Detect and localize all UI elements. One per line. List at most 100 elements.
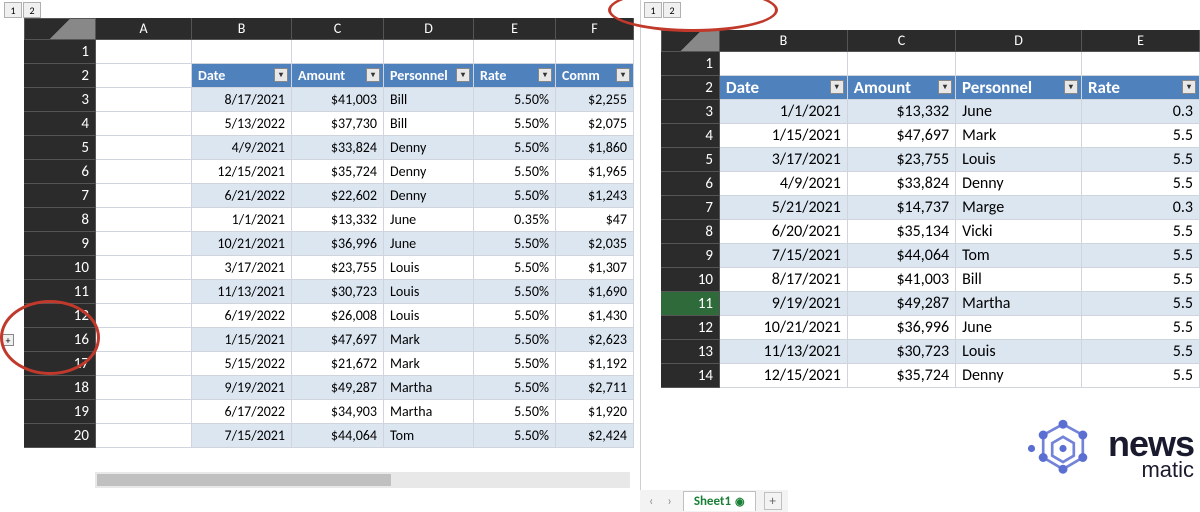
row-header[interactable]: 9 [661,244,720,268]
table-header-cell[interactable]: Rate▾ [1082,76,1200,100]
rate-cell[interactable]: 5.5 [1082,364,1200,388]
amount-cell[interactable]: $13,332 [292,208,384,232]
amount-cell[interactable]: $36,996 [848,316,956,340]
personnel-cell[interactable]: Denny [956,172,1082,196]
personnel-cell[interactable]: June [956,100,1082,124]
personnel-cell[interactable]: Denny [384,160,474,184]
empty-cell[interactable] [192,40,292,64]
amount-cell[interactable]: $44,064 [292,424,384,448]
column-header[interactable]: E [474,18,556,40]
empty-cell[interactable] [96,160,192,184]
empty-cell[interactable] [96,232,192,256]
filter-dropdown-icon[interactable]: ▾ [938,80,952,94]
empty-cell[interactable] [96,112,192,136]
filter-dropdown-icon[interactable]: ▾ [616,68,630,82]
personnel-cell[interactable]: Louis [384,256,474,280]
comm-cell[interactable]: $1,965 [556,160,634,184]
row-header[interactable]: 8 [24,208,96,232]
amount-cell[interactable]: $47,697 [292,328,384,352]
rate-cell[interactable]: 5.50% [474,376,556,400]
row-header[interactable]: 16 [24,328,96,352]
row-header[interactable]: 13 [661,340,720,364]
horizontal-scrollbar[interactable] [95,472,630,488]
column-header[interactable]: B [720,30,848,52]
rate-cell[interactable]: 5.50% [474,328,556,352]
personnel-cell[interactable]: Denny [956,364,1082,388]
empty-cell[interactable] [96,136,192,160]
column-header[interactable]: F [556,18,634,40]
row-header[interactable]: 19 [24,400,96,424]
row-header[interactable]: 1 [24,40,96,64]
date-cell[interactable]: 5/13/2022 [192,112,292,136]
empty-cell[interactable] [96,208,192,232]
outline-level-2-button[interactable]: 2 [663,2,681,18]
table-header-cell[interactable]: Personnel▾ [956,76,1082,100]
empty-cell[interactable] [848,52,956,76]
outline-level-1-button[interactable]: 1 [4,2,22,18]
amount-cell[interactable]: $33,824 [292,136,384,160]
row-header[interactable]: 12 [661,316,720,340]
rate-cell[interactable]: 5.5 [1082,124,1200,148]
date-cell[interactable]: 11/13/2021 [720,340,848,364]
empty-cell[interactable] [96,328,192,352]
empty-cell[interactable] [96,40,192,64]
date-cell[interactable]: 10/21/2021 [192,232,292,256]
row-header[interactable]: 5 [661,148,720,172]
amount-cell[interactable]: $41,003 [292,88,384,112]
rate-cell[interactable]: 0.35% [474,208,556,232]
empty-cell[interactable] [556,40,634,64]
row-header[interactable]: 4 [24,112,96,136]
filter-dropdown-icon[interactable]: ▾ [1182,80,1196,94]
date-cell[interactable]: 8/17/2021 [192,88,292,112]
comm-cell[interactable]: $2,035 [556,232,634,256]
row-header[interactable]: 18 [24,376,96,400]
empty-cell[interactable] [720,52,848,76]
personnel-cell[interactable]: Mark [384,328,474,352]
sheet-nav-next[interactable]: › [664,494,674,509]
rate-cell[interactable]: 5.50% [474,112,556,136]
column-header[interactable]: B [192,18,292,40]
table-header-cell[interactable]: Date▾ [192,64,292,88]
row-header[interactable]: 4 [661,124,720,148]
rate-cell[interactable]: 5.5 [1082,220,1200,244]
comm-cell[interactable]: $1,307 [556,256,634,280]
comm-cell[interactable]: $1,243 [556,184,634,208]
amount-cell[interactable]: $13,332 [848,100,956,124]
comm-cell[interactable]: $2,711 [556,376,634,400]
personnel-cell[interactable]: Tom [956,244,1082,268]
personnel-cell[interactable]: Mark [384,352,474,376]
empty-cell[interactable] [96,352,192,376]
empty-cell[interactable] [96,400,192,424]
row-header[interactable]: 9 [24,232,96,256]
rate-cell[interactable]: 5.50% [474,88,556,112]
date-cell[interactable]: 3/17/2021 [720,148,848,172]
rate-cell[interactable]: 5.50% [474,232,556,256]
amount-cell[interactable]: $35,134 [848,220,956,244]
row-header[interactable]: 12 [24,304,96,328]
personnel-cell[interactable]: June [384,232,474,256]
column-header[interactable]: D [384,18,474,40]
rate-cell[interactable]: 5.50% [474,304,556,328]
column-header[interactable]: C [848,30,956,52]
comm-cell[interactable]: $1,430 [556,304,634,328]
table-header-cell[interactable]: Date▾ [720,76,848,100]
personnel-cell[interactable]: Denny [384,184,474,208]
amount-cell[interactable]: $35,724 [292,160,384,184]
row-header[interactable]: 6 [661,172,720,196]
date-cell[interactable]: 8/17/2021 [720,268,848,292]
date-cell[interactable]: 1/1/2021 [720,100,848,124]
comm-cell[interactable]: $1,690 [556,280,634,304]
sheet-tab-active[interactable]: Sheet1 ◉ [683,491,756,511]
rate-cell[interactable]: 5.50% [474,136,556,160]
rate-cell[interactable]: 5.50% [474,184,556,208]
scrollbar-thumb[interactable] [97,474,391,486]
amount-cell[interactable]: $49,287 [848,292,956,316]
date-cell[interactable]: 10/21/2021 [720,316,848,340]
date-cell[interactable]: 4/9/2021 [192,136,292,160]
rate-cell[interactable]: 5.5 [1082,268,1200,292]
personnel-cell[interactable]: Marge [956,196,1082,220]
empty-cell[interactable] [96,280,192,304]
personnel-cell[interactable]: Martha [384,376,474,400]
rate-cell[interactable]: 5.5 [1082,148,1200,172]
row-header[interactable]: 10 [661,268,720,292]
